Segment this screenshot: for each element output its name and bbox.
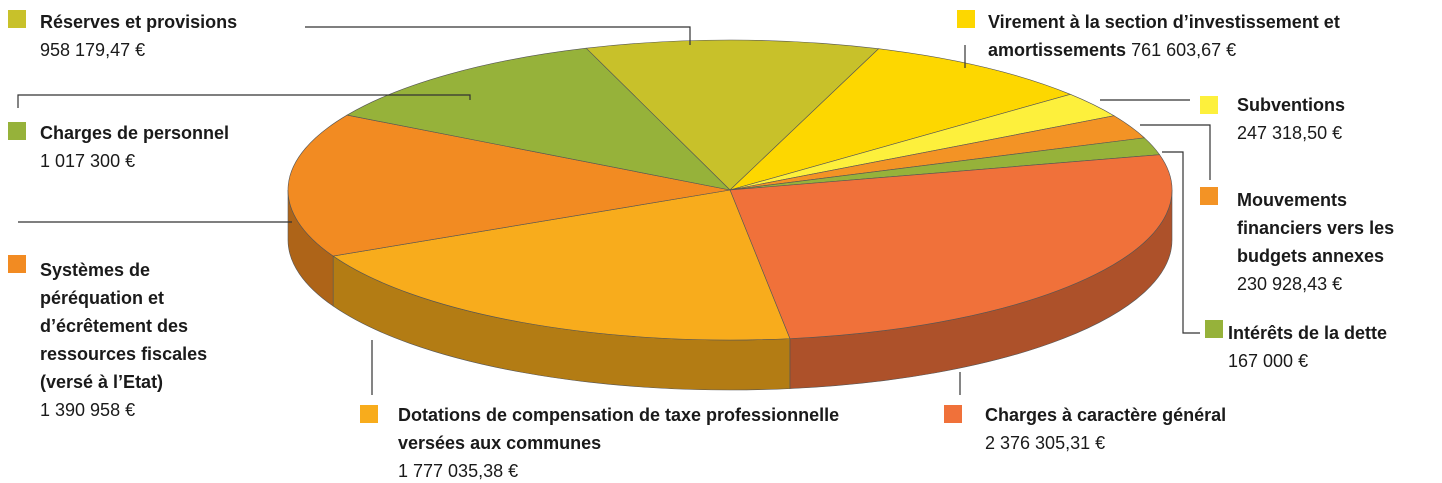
legend-swatch xyxy=(360,405,378,423)
legend-swatch xyxy=(1200,96,1218,114)
legend-label: Charges de personnel 1 017 300 € xyxy=(40,119,340,175)
category-name: Intérêts de la dette xyxy=(1228,323,1388,343)
legend-label: Réserves et provisions 958 179,47 € xyxy=(40,8,340,64)
value-label: 761 603,67 € xyxy=(1131,40,1237,60)
legend-swatch xyxy=(8,10,26,28)
pie-slice xyxy=(346,47,731,191)
legend-swatch xyxy=(8,122,26,140)
legend-label: Virement à la section d’investissement e… xyxy=(988,8,1433,64)
legend-label: Mouvements financiers vers les budgets a… xyxy=(1237,186,1437,298)
value-label: 2 376 305,31 € xyxy=(985,433,1106,453)
legend-swatch xyxy=(8,255,26,273)
category-name: Réserves et provisions xyxy=(40,12,238,32)
pie-slice xyxy=(287,114,731,257)
category-name: Charges de personnel xyxy=(40,123,230,143)
value-label: 1 017 300 € xyxy=(40,151,136,171)
category-name: Virement à la section d’investissement e… xyxy=(988,12,1340,60)
legend-swatch xyxy=(944,405,962,423)
legend-swatch xyxy=(1205,320,1223,338)
legend-label: Charges à caractère général 2 376 305,31 … xyxy=(985,401,1385,457)
legend-label: Subventions 247 318,50 € xyxy=(1237,91,1437,147)
legend-swatch xyxy=(957,10,975,28)
value-label: 1 777 035,38 € xyxy=(398,461,519,481)
category-name: Systèmes de péréquation et d’écrêtement … xyxy=(40,260,208,392)
category-name: Charges à caractère général xyxy=(985,405,1227,425)
category-name: Mouvements financiers vers les budgets a… xyxy=(1237,190,1395,266)
pie-slice xyxy=(729,154,1173,339)
legend-swatch xyxy=(1200,187,1218,205)
legend-label: Intérêts de la dette 167 000 € xyxy=(1228,319,1442,375)
leader-lines xyxy=(17,26,1211,395)
legend-label: Dotations de compensation de taxe profes… xyxy=(398,401,848,483)
pie-slice xyxy=(585,39,880,191)
pie-slice xyxy=(729,48,1072,191)
pie-slice xyxy=(332,189,791,341)
value-label: 247 318,50 € xyxy=(1237,123,1343,143)
category-name: Subventions xyxy=(1237,95,1346,115)
value-label: 958 179,47 € xyxy=(40,40,146,60)
category-name: Dotations de compensation de taxe profes… xyxy=(398,405,840,453)
value-label: 167 000 € xyxy=(1228,351,1309,371)
legend-label: Systèmes de péréquation et d’écrêtement … xyxy=(40,256,252,424)
value-label: 1 390 958 € xyxy=(40,400,136,420)
value-label: 230 928,43 € xyxy=(1237,274,1343,294)
